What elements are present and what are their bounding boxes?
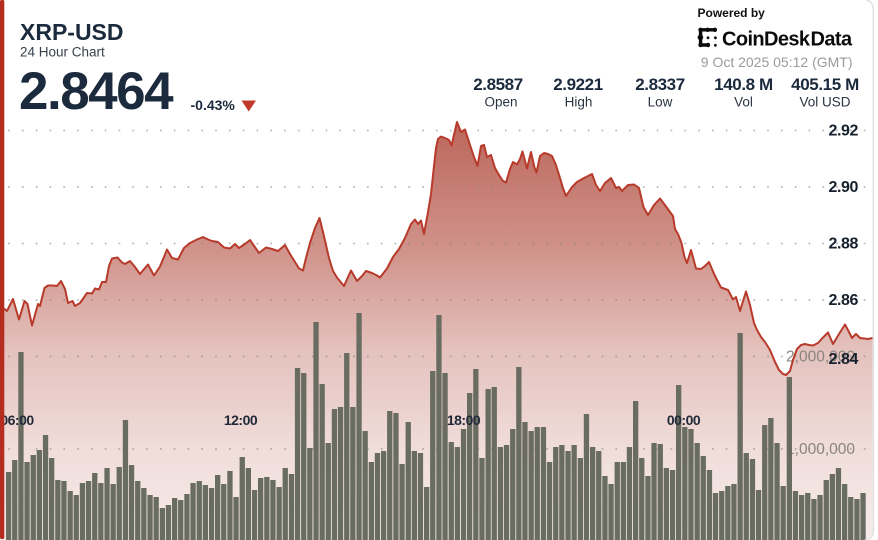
svg-text:405.15 M: 405.15 M bbox=[791, 75, 859, 94]
svg-text:2.92: 2.92 bbox=[828, 123, 858, 140]
svg-text:Low: Low bbox=[648, 95, 673, 110]
svg-text:12:00: 12:00 bbox=[224, 412, 258, 428]
svg-text:2.84: 2.84 bbox=[828, 351, 858, 368]
svg-text:06:00: 06:00 bbox=[0, 412, 34, 428]
svg-text:2.86: 2.86 bbox=[828, 292, 858, 309]
svg-text:9 Oct 2025 05:12 (GMT): 9 Oct 2025 05:12 (GMT) bbox=[701, 54, 853, 70]
svg-text:2.8337: 2.8337 bbox=[635, 75, 685, 94]
svg-text:18:00: 18:00 bbox=[447, 412, 481, 428]
svg-text:140.8 M: 140.8 M bbox=[714, 75, 773, 94]
svg-text:Open: Open bbox=[484, 95, 517, 110]
svg-text:2.8587: 2.8587 bbox=[473, 75, 523, 94]
svg-text:XRP-USD: XRP-USD bbox=[20, 19, 124, 45]
svg-text:2.9221: 2.9221 bbox=[553, 75, 603, 94]
svg-text:-0.43%: -0.43% bbox=[191, 97, 236, 113]
svg-text:Vol: Vol bbox=[734, 95, 753, 110]
svg-text:2.90: 2.90 bbox=[828, 179, 858, 196]
svg-text:2.88: 2.88 bbox=[828, 236, 858, 253]
svg-text:1,000,000: 1,000,000 bbox=[786, 441, 855, 458]
svg-text:00:00: 00:00 bbox=[667, 412, 701, 428]
svg-text:Vol USD: Vol USD bbox=[799, 95, 850, 110]
svg-text:2,000,000: 2,000,000 bbox=[786, 349, 855, 366]
svg-text:2.8464: 2.8464 bbox=[19, 62, 174, 121]
svg-text:High: High bbox=[565, 95, 593, 110]
svg-text:Powered by: Powered by bbox=[698, 6, 766, 20]
svg-text:24 Hour Chart: 24 Hour Chart bbox=[20, 45, 105, 60]
svg-text:CoinDesk Data: CoinDesk Data bbox=[722, 29, 853, 51]
